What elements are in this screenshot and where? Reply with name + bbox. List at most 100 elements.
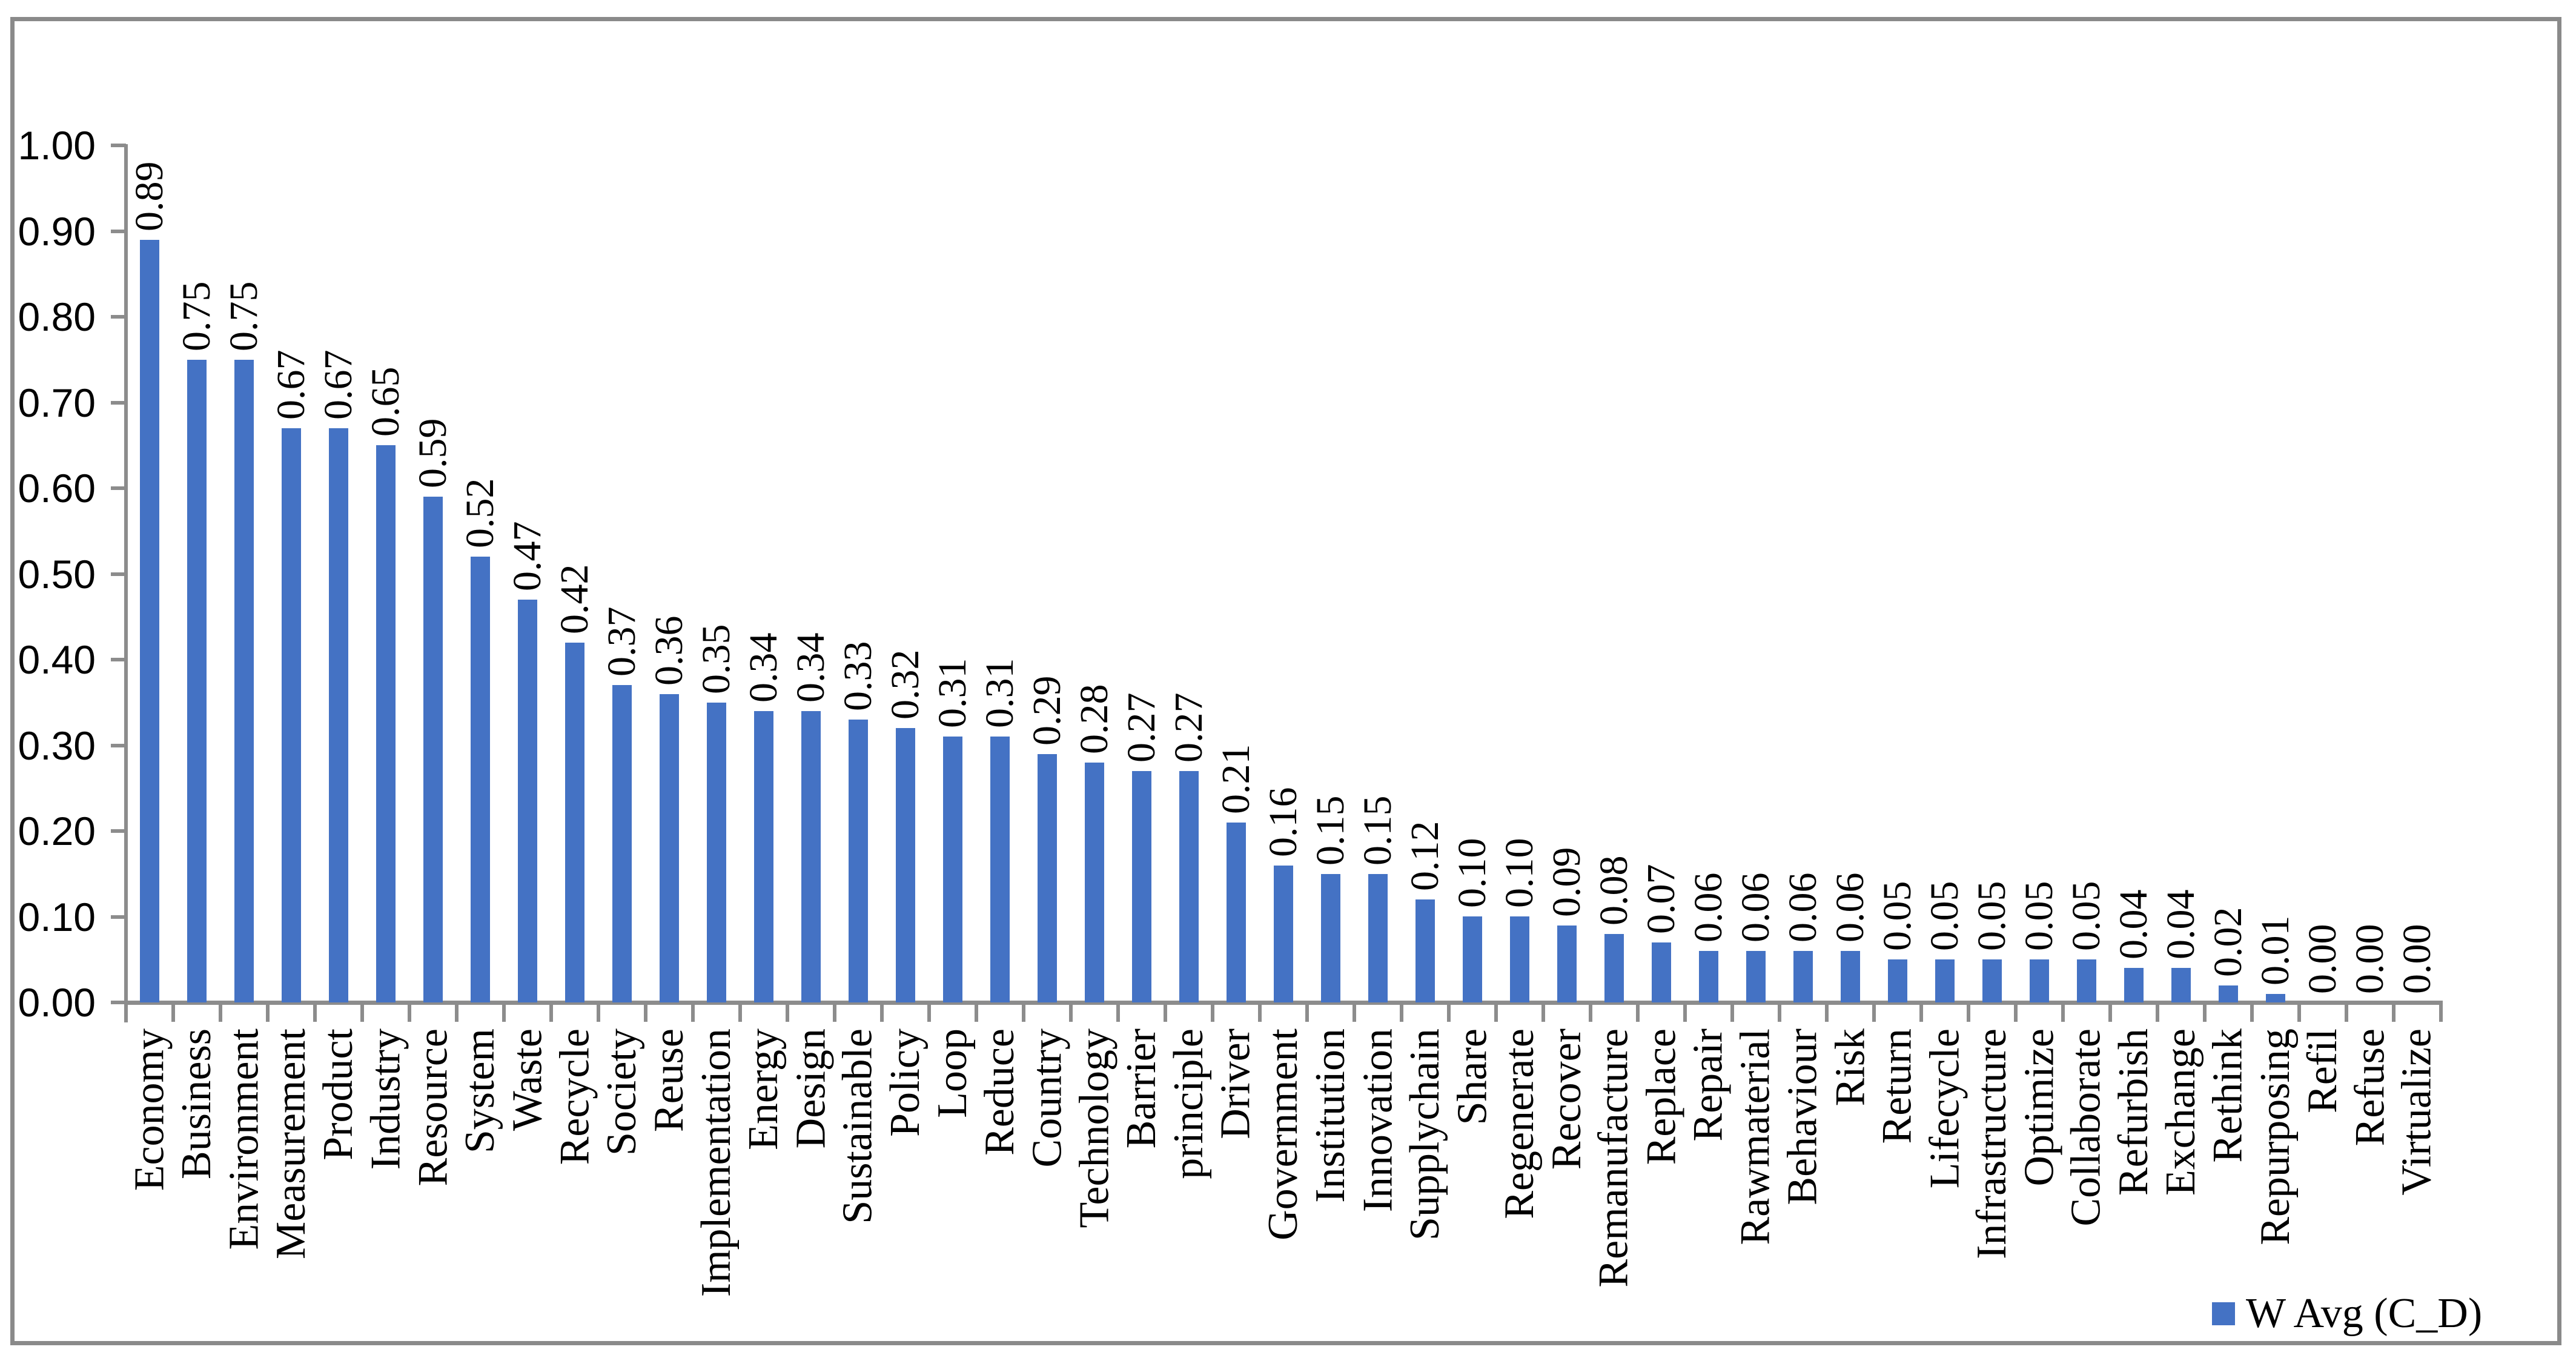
bar-value-label: 0.89 (127, 161, 171, 232)
bar-value-label: 0.15 (1308, 795, 1353, 866)
category-label: Exchange (2157, 1028, 2204, 1196)
bar (1038, 754, 1057, 1002)
category-label: Share (1449, 1028, 1495, 1125)
bar (1604, 934, 1624, 1002)
bar-value-label: 0.34 (789, 632, 833, 703)
bar (234, 360, 254, 1002)
y-axis-tick-label: 0.60 (18, 466, 96, 511)
y-axis-line (124, 144, 128, 1022)
x-axis-tick (2061, 1002, 2065, 1022)
bar (707, 703, 726, 1002)
x-axis-tick (124, 1002, 128, 1022)
bar (896, 728, 915, 1002)
category-label: Resource (409, 1028, 456, 1187)
y-axis-tick-label: 0.20 (18, 809, 96, 853)
x-axis-line (124, 1001, 2443, 1005)
chart-border (10, 17, 2561, 1345)
category-label: Regenerate (1496, 1028, 1543, 1219)
x-axis-tick (927, 1002, 931, 1022)
bar (1085, 763, 1104, 1002)
bar (2171, 968, 2191, 1002)
y-axis-tick-label: 0.70 (18, 380, 96, 425)
bar (1510, 916, 1529, 1002)
bar (1746, 951, 1766, 1002)
x-axis-tick (691, 1002, 695, 1022)
bar-value-label: 0.06 (1686, 872, 1730, 943)
category-label: Supplychain (1402, 1028, 1448, 1240)
x-axis-tick (549, 1002, 553, 1022)
bar-value-label: 0.00 (2395, 924, 2439, 995)
x-axis-tick (833, 1002, 836, 1022)
category-label: Driver (1213, 1028, 1259, 1139)
y-axis-tick (111, 915, 126, 919)
x-axis-tick (1258, 1002, 1262, 1022)
bar-value-label: 0.32 (883, 649, 927, 720)
category-label: Design (787, 1028, 834, 1149)
category-label: Behaviour (1780, 1028, 1826, 1205)
y-axis-tick (111, 829, 126, 833)
legend-swatch (2212, 1302, 2235, 1325)
bar (990, 737, 1010, 1002)
bar (2030, 959, 2049, 1002)
x-axis-tick (2297, 1002, 2301, 1022)
bar-value-label: 0.08 (1592, 855, 1636, 926)
x-axis-tick (1494, 1002, 1498, 1022)
bar-value-label: 0.28 (1072, 684, 1116, 755)
category-label: Barrier (1118, 1028, 1165, 1149)
bar (754, 711, 773, 1002)
y-axis-tick (111, 401, 126, 405)
category-label: Collaborate (2063, 1028, 2110, 1227)
category-label: System (457, 1028, 503, 1154)
bar-value-label: 0.47 (505, 521, 549, 592)
bar (2219, 985, 2238, 1002)
bar (801, 711, 821, 1002)
bar (1888, 959, 1907, 1002)
bar (943, 737, 962, 1002)
x-axis-tick (1919, 1002, 1923, 1022)
y-axis-tick (111, 658, 126, 661)
bar (1321, 874, 1340, 1002)
category-label: Optimize (2016, 1028, 2062, 1187)
bar (1841, 951, 1860, 1002)
bar (1227, 823, 1246, 1002)
bar (1415, 899, 1435, 1002)
bar-value-label: 0.05 (2064, 881, 2108, 952)
y-axis-tick-label: 0.90 (18, 209, 96, 254)
bar (423, 497, 443, 1002)
bar-value-label: 0.75 (222, 281, 266, 352)
x-axis-tick (1872, 1002, 1876, 1022)
bar (1274, 866, 1293, 1002)
category-label: Infrastructure (1968, 1028, 2015, 1259)
bar-value-label: 0.05 (2017, 881, 2061, 952)
bar (1179, 771, 1199, 1002)
bar-value-label: 0.06 (1781, 872, 1825, 943)
bar (1557, 926, 1577, 1002)
bar-value-label: 0.52 (458, 478, 502, 549)
category-label: Rawmaterial (1732, 1028, 1779, 1245)
category-label: Reuse (646, 1028, 692, 1133)
bar-value-label: 0.00 (2348, 924, 2392, 995)
y-axis-tick (111, 144, 126, 147)
bar-value-label: 0.04 (2159, 889, 2203, 960)
legend: W Avg (C_D) (2212, 1290, 2482, 1337)
x-axis-tick (1116, 1002, 1120, 1022)
bar-value-label: 0.05 (1970, 881, 2014, 952)
x-axis-tick (1022, 1002, 1025, 1022)
y-axis-tick (111, 230, 126, 233)
category-label: Industry (362, 1028, 409, 1170)
bar (2266, 994, 2285, 1002)
y-axis-tick (111, 315, 126, 319)
category-label: principle (1165, 1028, 1212, 1179)
bar-value-label: 0.29 (1025, 675, 1069, 746)
x-axis-tick (1589, 1002, 1592, 1022)
bar-value-label: 0.00 (2300, 924, 2345, 995)
bar (518, 600, 537, 1002)
x-axis-tick (1400, 1002, 1403, 1022)
bar-value-label: 0.65 (363, 366, 408, 437)
x-axis-tick (2439, 1002, 2443, 1022)
y-axis-tick-label: 1.00 (18, 123, 96, 168)
x-axis-tick (1305, 1002, 1309, 1022)
bar (1982, 959, 2002, 1002)
bar-value-label: 0.36 (647, 615, 691, 686)
